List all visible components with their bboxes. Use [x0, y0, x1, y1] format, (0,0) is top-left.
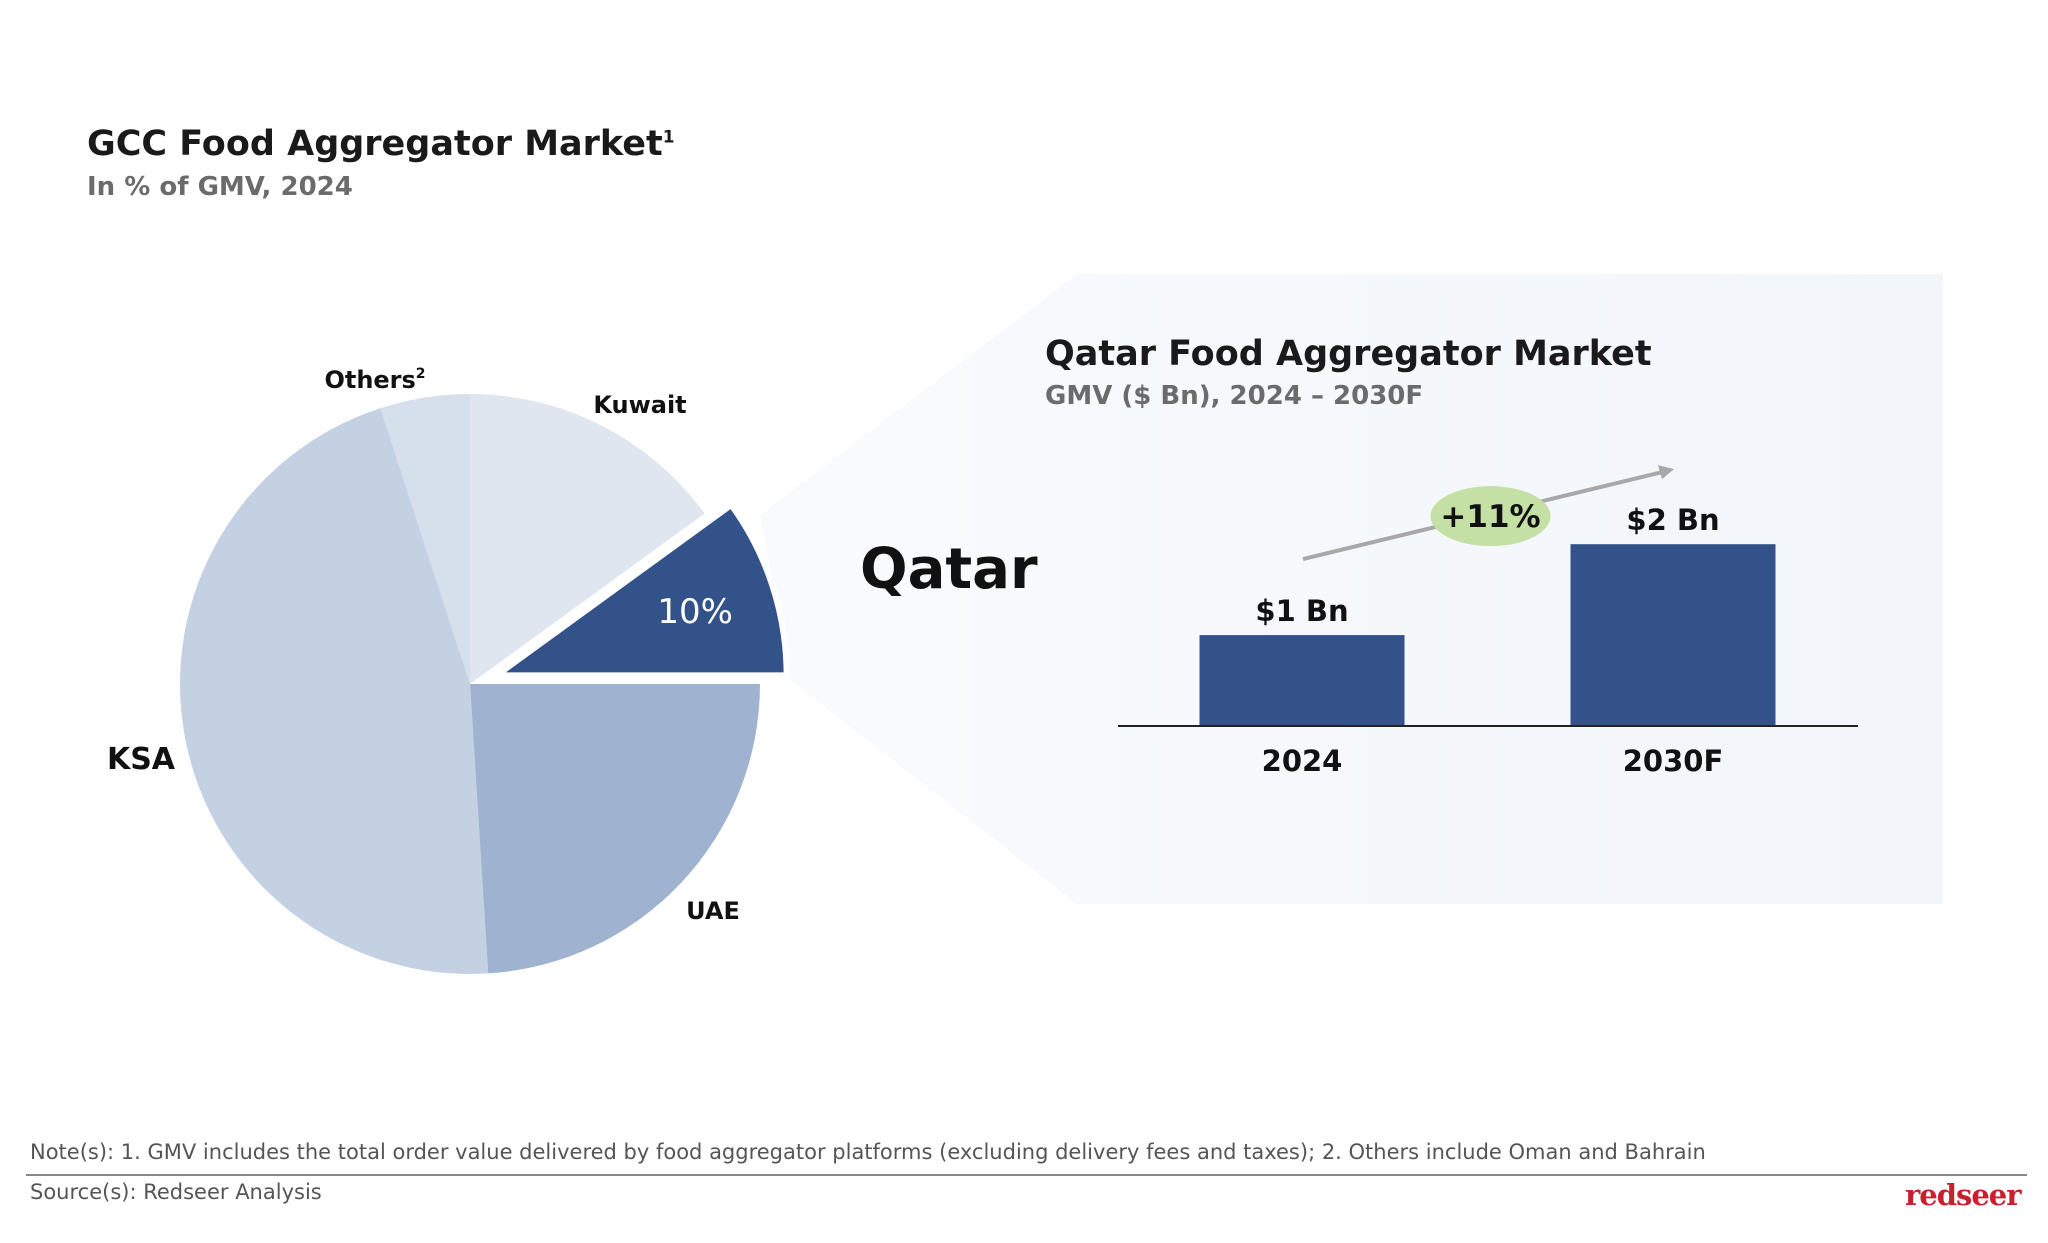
pie-labels: 10% Qatar Kuwait Others2 KSA UAE	[107, 366, 1038, 925]
page-title: GCC Food Aggregator Market1	[87, 124, 675, 164]
pie-slice-qatar	[487, 500, 790, 679]
cagr-label: +11%	[1440, 499, 1540, 535]
pie-slice-uae	[470, 684, 760, 974]
bar-chart-subtitle: GMV ($ Bn), 2024 – 2030F	[1045, 381, 1423, 411]
pie-label-others: Others2	[324, 366, 425, 394]
x-tick-label: 2024	[1262, 744, 1343, 778]
bar-value-label: $2 Bn	[1626, 503, 1719, 537]
footer-divider	[26, 1174, 2027, 1176]
pie-chart	[180, 394, 790, 974]
pie-value-label: 10%	[657, 592, 733, 632]
pie-label-ksa: KSA	[107, 742, 176, 777]
source-text: Source(s): Redseer Analysis	[30, 1180, 322, 1204]
title-text: GCC Food Aggregator Market	[87, 124, 663, 164]
pie-slice-kuwait	[470, 394, 705, 684]
pie-slice-ksa	[180, 408, 489, 974]
bar-chart-title: Qatar Food Aggregator Market	[1045, 334, 1652, 374]
pie-slice-others	[380, 394, 470, 684]
bar-2030F	[1570, 544, 1776, 726]
bar-2024	[1199, 635, 1405, 726]
page-subtitle: In % of GMV, 2024	[87, 172, 353, 202]
pie-label-kuwait: Kuwait	[593, 391, 686, 419]
redseer-logo: redseer	[1905, 1178, 2022, 1212]
x-tick-label: 2030F	[1623, 744, 1724, 778]
footnote: Note(s): 1. GMV includes the total order…	[30, 1140, 1706, 1164]
pie-label-uae: UAE	[686, 897, 740, 925]
bar-chart: Qatar Food Aggregator Market GMV ($ Bn), …	[1045, 334, 1858, 778]
zoom-callout-panel	[760, 274, 1943, 904]
cagr-badge	[1430, 486, 1551, 547]
title-footnote: 1	[662, 127, 675, 148]
arrow-head-icon	[1658, 465, 1674, 480]
pie-label-qatar: Qatar	[860, 537, 1038, 602]
bar-value-label: $1 Bn	[1255, 594, 1348, 628]
